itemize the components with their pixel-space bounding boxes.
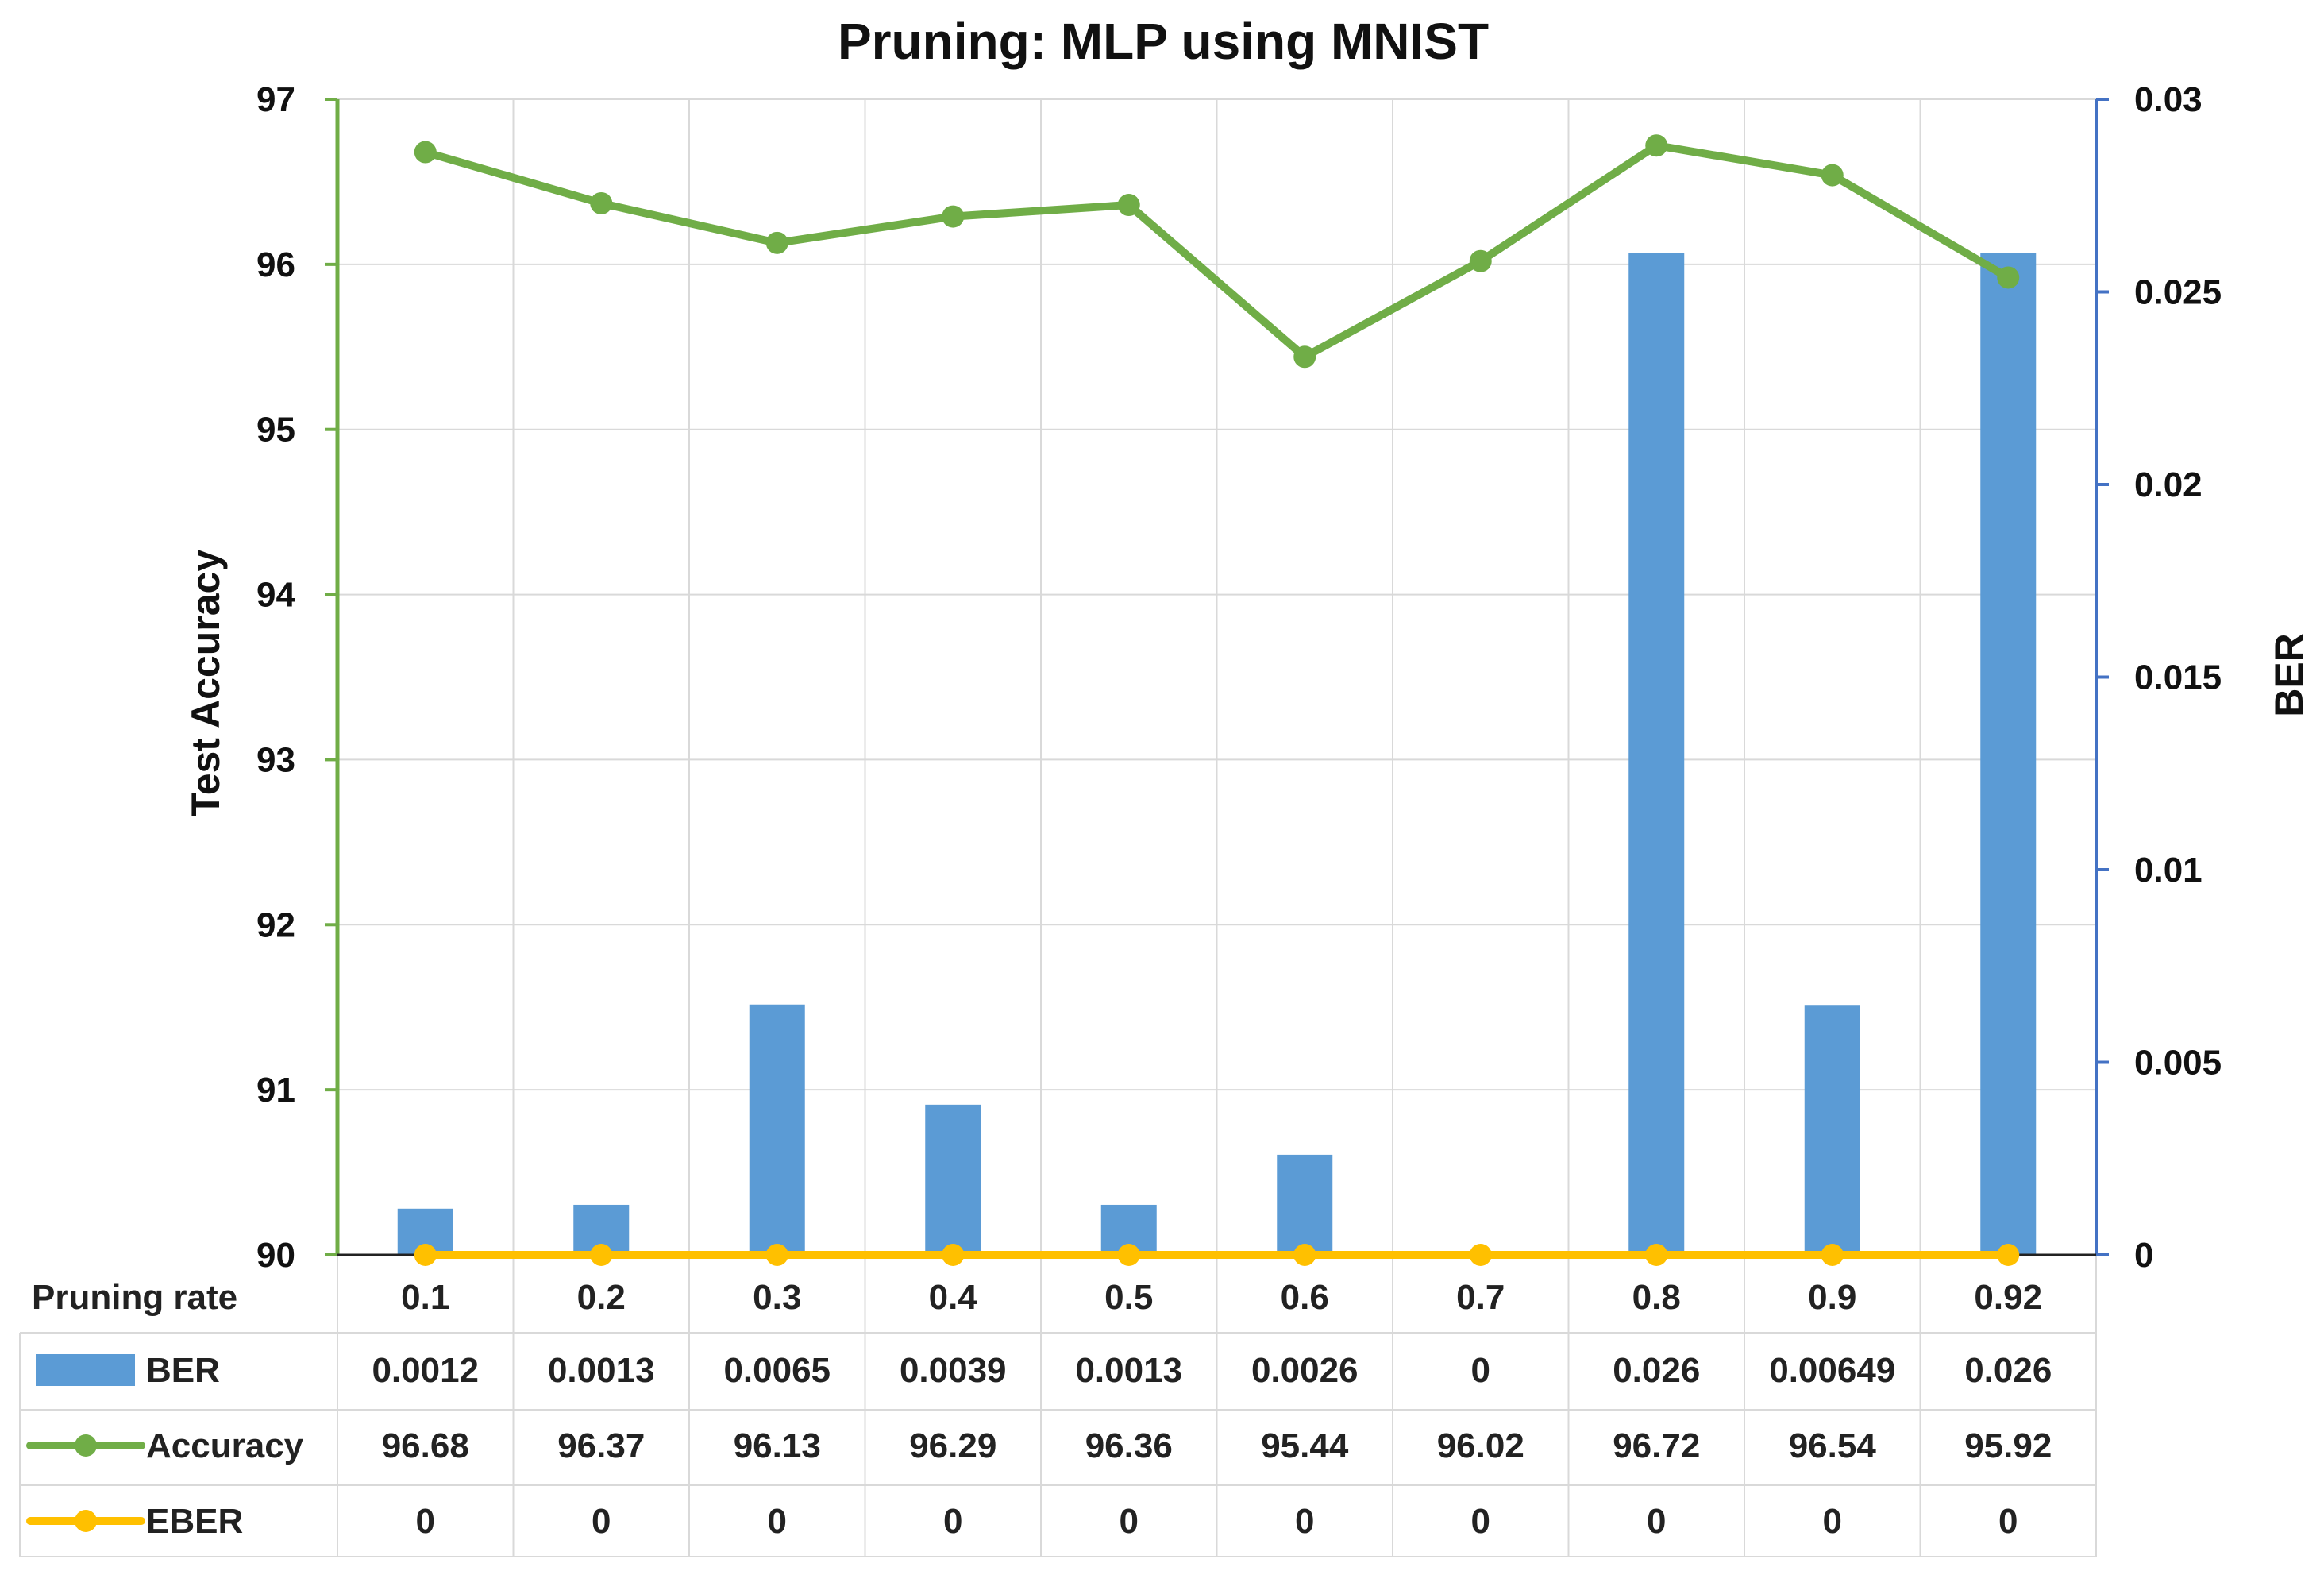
accuracy-point [1645, 134, 1668, 157]
data-label-ber: 0 [1471, 1351, 1490, 1390]
data-label-accuracy: 96.13 [734, 1426, 821, 1465]
data-label-accuracy: 95.44 [1261, 1426, 1349, 1465]
data-label-ber: 0.0013 [1075, 1351, 1182, 1390]
series-lines [414, 134, 2020, 1266]
data-label-ber: 0.00649 [1769, 1351, 1895, 1390]
eber-point [1469, 1244, 1492, 1266]
eber-point [1821, 1244, 1844, 1266]
y-tick-left: 93 [256, 740, 295, 779]
y-tick-right: 0.03 [2134, 80, 2203, 119]
accuracy-point [942, 205, 965, 228]
ber-bar [1804, 1005, 1860, 1255]
y-tick-left: 95 [256, 411, 295, 450]
eber-point [414, 1244, 437, 1266]
data-label-ber: 0.0065 [723, 1351, 831, 1390]
legend-key-marker [75, 1510, 97, 1532]
y-tick-left: 90 [256, 1236, 295, 1275]
x-tick-label: 0.4 [929, 1278, 978, 1317]
data-label-ber: 0.026 [1964, 1351, 2052, 1390]
x-tick-label: 0.6 [1281, 1278, 1329, 1317]
data-label-accuracy: 95.92 [1964, 1426, 2052, 1465]
y-tick-right: 0.015 [2134, 658, 2222, 697]
eber-point [942, 1244, 965, 1266]
x-tick-label: 0.1 [401, 1278, 449, 1317]
data-label-eber: 0 [592, 1502, 611, 1541]
table-row-header: Pruning rate [32, 1278, 237, 1317]
accuracy-point [1997, 266, 2020, 289]
data-label-accuracy: 96.54 [1789, 1426, 1877, 1465]
legend-label-ber: BER [146, 1351, 220, 1390]
ber-bar [1980, 253, 2037, 1255]
tick-labels: 90 91 92 93 94 95 96 97 0 0.005 0.01 0.015 0.02 0.025… [256, 80, 2222, 1275]
data-label-ber: 0.0013 [548, 1351, 655, 1390]
data-label-ber: 0.0012 [372, 1351, 479, 1390]
legend-key-marker [75, 1434, 97, 1457]
accuracy-point [1469, 249, 1492, 272]
eber-point [1293, 1244, 1316, 1266]
accuracy-point [765, 231, 788, 254]
eber-point [1117, 1244, 1140, 1266]
data-label-accuracy: 96.02 [1437, 1426, 1524, 1465]
data-label-eber: 0 [943, 1502, 962, 1541]
ber-bar [1277, 1154, 1333, 1255]
data-label-accuracy: 96.68 [382, 1426, 469, 1465]
y-tick-right: 0.01 [2134, 851, 2203, 890]
eber-point [590, 1244, 613, 1266]
ber-bar [749, 1004, 805, 1255]
data-label-ber: 0.026 [1613, 1351, 1700, 1390]
y-tick-left: 92 [256, 905, 295, 944]
ber-bar [925, 1104, 981, 1255]
y-tick-right: 0.02 [2134, 465, 2203, 504]
grid [337, 98, 2097, 1557]
data-label-eber: 0 [1647, 1502, 1666, 1541]
data-label-eber: 0 [1823, 1502, 1842, 1541]
y-tick-right: 0.025 [2134, 273, 2222, 312]
y-tick-left: 91 [256, 1071, 295, 1110]
accuracy-point [1821, 164, 1844, 187]
data-label-accuracy: 96.36 [1085, 1426, 1173, 1465]
ber-bar [1628, 253, 1685, 1255]
accuracy-point [1117, 194, 1140, 217]
accuracy-point [414, 141, 437, 164]
x-tick-label: 0.7 [1456, 1278, 1505, 1317]
legend-label-eber: EBER [146, 1502, 243, 1541]
data-label-ber: 0.0039 [900, 1351, 1007, 1390]
y-tick-left: 96 [256, 245, 295, 284]
data-label-accuracy: 96.37 [557, 1426, 645, 1465]
y-tick-right: 0.005 [2134, 1044, 2222, 1083]
data-label-accuracy: 96.72 [1613, 1426, 1700, 1465]
x-tick-label: 0.3 [753, 1278, 801, 1317]
y-axis-left-label: Test Accuracy [183, 550, 228, 816]
x-tick-label: 0.5 [1104, 1278, 1153, 1317]
data-table: Pruning rate 0.1 0.2 0.3 0.4 0.5 0.6 0.7 0.8 0.9 0… [19, 1278, 2096, 1557]
x-tick-label: 0.92 [1974, 1278, 2042, 1317]
data-label-eber: 0 [1471, 1502, 1490, 1541]
accuracy-point [590, 191, 613, 214]
x-tick-label: 0.9 [1808, 1278, 1856, 1317]
eber-point [1997, 1244, 2020, 1266]
y-tick-left: 94 [256, 576, 295, 615]
data-label-eber: 0 [1998, 1502, 2018, 1541]
x-tick-label: 0.8 [1632, 1278, 1681, 1317]
y-tick-right: 0 [2134, 1236, 2153, 1275]
chart-title: Pruning: MLP using MNIST [838, 13, 1489, 70]
accuracy-line [421, 141, 2013, 361]
y-tick-left: 97 [256, 80, 295, 119]
data-label-accuracy: 96.29 [909, 1426, 996, 1465]
eber-point [1645, 1244, 1668, 1266]
data-label-ber: 0.0026 [1251, 1351, 1359, 1390]
data-label-eber: 0 [416, 1502, 435, 1541]
data-label-eber: 0 [1295, 1502, 1314, 1541]
legend-label-accuracy: Accuracy [146, 1426, 304, 1465]
accuracy-point [1293, 345, 1316, 369]
y-axis-right-label: BER [2267, 633, 2311, 717]
legend-key-ber [36, 1354, 135, 1386]
x-tick-label: 0.2 [577, 1278, 626, 1317]
data-label-eber: 0 [1120, 1502, 1139, 1541]
eber-point [765, 1244, 788, 1266]
data-label-eber: 0 [768, 1502, 787, 1541]
